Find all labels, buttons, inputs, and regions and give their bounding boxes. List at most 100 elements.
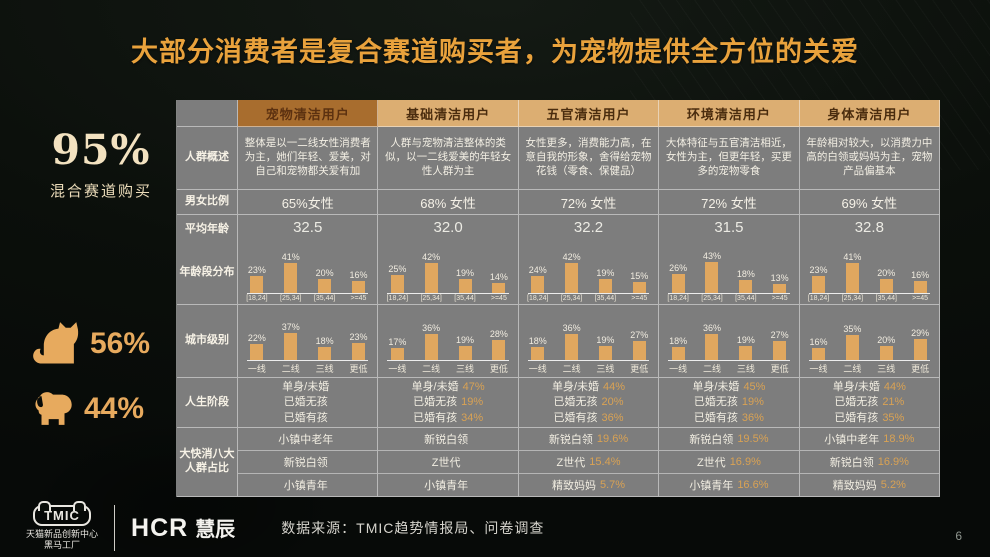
life-stage-label: 单身/未婚 — [692, 381, 740, 394]
bar — [598, 279, 612, 293]
bar-category-label: 更低 — [770, 364, 789, 374]
bar — [845, 263, 859, 293]
consumer-group-row: Z世代 — [378, 451, 518, 474]
life-stage-value: 36% — [601, 411, 624, 424]
bar-group: 20% — [308, 268, 342, 293]
female-ratio-value: 68% 女性 — [378, 190, 519, 215]
bar — [705, 262, 719, 293]
life-stage-line: 已婚有孩 36% — [694, 411, 764, 425]
bar — [351, 343, 365, 360]
user-segment-column: 基础清洁用户 人群与宠物清洁整体的类似，以一二线爱美的年轻女性人群为主 68% … — [378, 100, 519, 497]
bar — [318, 279, 332, 293]
bar-value-label: 20% — [315, 268, 334, 278]
bar — [458, 346, 472, 360]
life-stage-label: 已婚有孩 — [413, 411, 458, 424]
group-value: 18.9% — [883, 433, 915, 445]
life-stage-line: 已婚无孩 21% — [834, 395, 904, 409]
bar-category-label: [18,24] — [667, 295, 689, 302]
bar-group: 19% — [589, 335, 623, 360]
bar-category-label: [25,34] — [701, 295, 723, 302]
bar-value-label: 35% — [843, 324, 862, 334]
bar-category-label: [35,44] — [735, 295, 757, 302]
bar-value-label: 29% — [911, 328, 930, 338]
user-segment-column: 五官清洁用户 女性更多，消费能力高，在意自我的形象，舍得给宠物花钱（零食、保健品… — [518, 100, 660, 497]
segment-overview: 大体特征与五官清洁相近，女性为主，但更年轻，买更多的宠物零食 — [659, 127, 800, 190]
bar-value-label: 23% — [349, 332, 368, 342]
bar-group: 23% — [342, 332, 376, 360]
life-stage-label: 已婚无孩 — [834, 396, 879, 409]
segment-header: 身体清洁用户 — [799, 100, 941, 127]
row-label-city-tier: 城市级别 — [177, 305, 238, 378]
bar-value-label: 41% — [281, 252, 300, 262]
tmic-logo: TMIC — [33, 500, 91, 526]
age-distribution-chart: 25% 42% 19% 14% [18,24] [25,34] [35,44] >=45 — [380, 239, 515, 304]
age-band-cell: 32.5 23% 41% 20% 16% [18,24] [25,34] [35,44] >=… — [238, 215, 379, 305]
bar-group: 13% — [763, 273, 797, 293]
city-tier-chart: 18% 36% 19% 27% 一线 二线 三线 更低 — [661, 307, 796, 377]
chart-baseline — [247, 360, 369, 361]
life-stage-line: 单身/未婚 44% — [833, 380, 906, 394]
consumer-group-row: 新锐白领 19.5% — [659, 428, 799, 451]
life-stage-line: 已婚无孩 — [284, 395, 332, 409]
chart-baseline — [668, 293, 790, 294]
bar — [424, 263, 438, 293]
bar-group: 18% — [661, 336, 695, 360]
bar-category-label: >=45 — [912, 295, 929, 302]
bar-category-label: [25,34] — [420, 295, 442, 302]
hcr-logo-suffix: 慧辰 — [195, 518, 236, 541]
life-stage-line: 单身/未婚 47% — [412, 380, 485, 394]
bar-value-label: 25% — [388, 264, 407, 274]
consumer-group-row: 小镇青年 16.6% — [659, 474, 798, 496]
bar-category-label: 更低 — [911, 364, 930, 374]
life-stage-label: 已婚有孩 — [283, 411, 328, 424]
bar — [531, 276, 545, 293]
life-stage-cell: 单身/未婚 45% 已婚无孩 19% 已婚有孩 36% — [659, 378, 800, 428]
life-stage-label: 单身/未婚 — [832, 381, 880, 394]
group-label: 新锐白领 — [689, 434, 734, 446]
life-stage-cell: 单身/未婚 44% 已婚无孩 20% 已婚有孩 36% — [518, 378, 660, 428]
bar — [458, 279, 472, 293]
bar-value-label: 23% — [247, 265, 266, 275]
bar-category-label: 二线 — [422, 364, 441, 374]
table-corner-cell — [177, 100, 238, 127]
bar-value-label: 20% — [877, 268, 896, 278]
cat-share-row: 56% — [30, 318, 180, 370]
life-stage-cell: 单身/未婚 44% 已婚无孩 21% 已婚有孩 35% — [799, 378, 941, 428]
age-band-cell: 32.0 25% 42% 19% 14% [18,24] [25,34] [35,44] >=… — [378, 215, 519, 305]
group-value: 5.7% — [599, 479, 626, 491]
bar-group: 22% — [240, 333, 274, 360]
bar-category-label: 三线 — [596, 364, 615, 374]
top-groups-cell: 新锐白领 19.6% Z世代 15.4% 精致妈妈 5.7% — [518, 428, 660, 497]
group-label: 新锐白领 — [548, 434, 593, 446]
chart-baseline — [247, 293, 369, 294]
consumer-group-row: Z世代 16.9% — [659, 451, 799, 474]
life-stage-value: 44% — [603, 381, 626, 394]
group-label: 小镇青年 — [283, 480, 328, 492]
life-stage-line: 已婚无孩 19% — [694, 395, 764, 409]
life-stage-line: 单身/未婚 — [282, 380, 333, 394]
bar-value-label: 22% — [247, 333, 266, 343]
bar — [632, 341, 646, 360]
top-groups-cell: 新锐白领 19.5% Z世代 16.9% 小镇青年 16.6% — [659, 428, 800, 497]
life-stage-line: 单身/未婚 45% — [692, 380, 765, 394]
bar-group: 28% — [482, 329, 516, 360]
group-label: 新锐白领 — [424, 434, 469, 446]
segment-comparison-table: 人群概述 男女比例 平均年龄 年龄段分布 城市级别 人生阶段 大快消八大人群占比… — [176, 100, 941, 497]
bar — [351, 281, 365, 293]
cat-icon — [30, 318, 82, 370]
bar — [812, 348, 826, 360]
mixed-track-value: 95% — [51, 126, 151, 174]
bar — [565, 263, 579, 293]
age-band-cell: 32.2 24% 42% 19% 15% [18,24] [25,34] [35,44] >=… — [518, 215, 660, 305]
segment-overview: 女性更多，消费能力高，在意自我的形象，舍得给宠物花钱（零食、保健品） — [518, 127, 660, 190]
row-label-average-age: 平均年龄 — [185, 223, 229, 236]
bar — [812, 276, 826, 293]
bar-value-label: 14% — [489, 272, 508, 282]
life-stage-label: 已婚无孩 — [283, 396, 328, 409]
data-columns: 宠物清洁用户 整体是以一二线女性消费者为主，她们年轻、爱美，对自己和宠物都关爱有… — [238, 100, 941, 497]
bar — [739, 346, 753, 360]
bar-group: 16% — [802, 337, 836, 360]
segment-header: 五官清洁用户 — [518, 100, 660, 127]
tmic-org-line1: 天猫新品创新中心 — [26, 528, 99, 539]
